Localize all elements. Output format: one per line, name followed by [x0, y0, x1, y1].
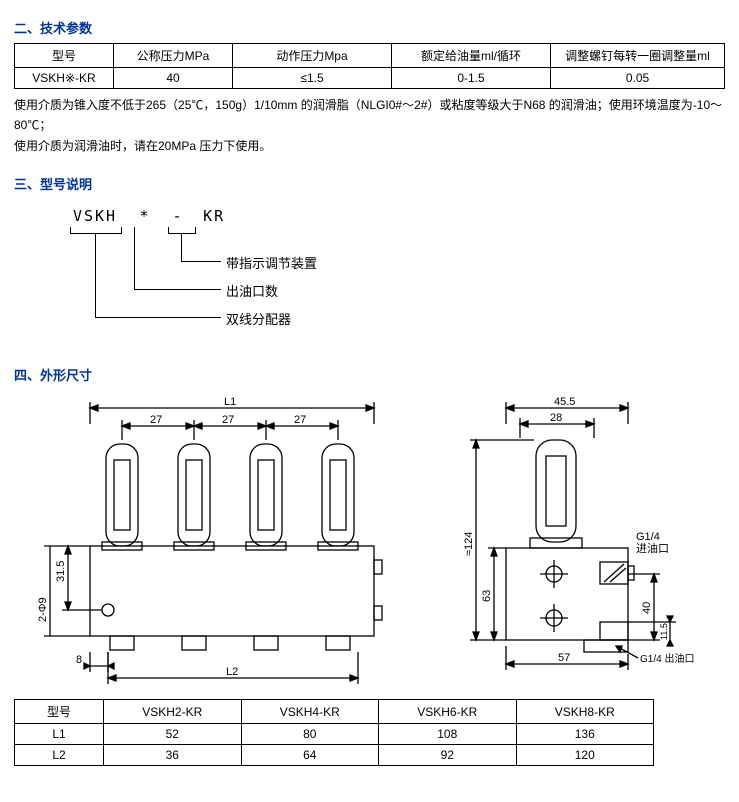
dim-label: 27	[222, 414, 234, 426]
cell: 108	[379, 724, 517, 745]
model-label-vskh: 双线分配器	[226, 309, 291, 328]
cell: VSKH※-KR	[15, 68, 114, 89]
dim-label: 11.5	[659, 623, 669, 640]
line-icon	[134, 227, 135, 289]
header-cell: 动作压力Mpa	[233, 44, 392, 68]
dim-label: ≈124	[463, 532, 475, 556]
dim-label: G1/4	[636, 531, 660, 543]
dimension-table: 型号 VSKH2-KR VSKH4-KR VSKH6-KR VSKH8-KR L…	[14, 699, 654, 766]
cell: L1	[15, 724, 104, 745]
header-cell: VSKH6-KR	[379, 700, 517, 724]
dim-label: 2-Φ9	[37, 597, 49, 622]
cell: L2	[15, 745, 104, 766]
line-icon	[95, 317, 221, 318]
table-row: L2 36 64 92 120	[15, 745, 654, 766]
model-label-star: 出油口数	[226, 281, 278, 300]
dim-label: 40	[641, 602, 653, 614]
note-text: 使用介质为润滑油时，请在20MPa 压力下使用。	[14, 139, 271, 153]
cell: 64	[241, 745, 379, 766]
section2-title: 二、技术参数	[14, 18, 725, 37]
line-icon	[134, 289, 221, 290]
header-cell: VSKH4-KR	[241, 700, 379, 724]
header-cell: 型号	[15, 44, 114, 68]
table-row: VSKH※-KR 40 ≤1.5 0-1.5 0.05	[15, 68, 725, 89]
line-icon	[181, 261, 221, 262]
cell: ≤1.5	[233, 68, 392, 89]
cell: 0-1.5	[392, 68, 551, 89]
cell: 92	[379, 745, 517, 766]
cell: 0.05	[551, 68, 725, 89]
bracket-icon	[168, 227, 196, 234]
dim-label: 8	[76, 654, 82, 666]
dim-label: 45.5	[554, 396, 575, 408]
section4-title: 四、外形尺寸	[14, 365, 725, 384]
model-seg-star: *	[133, 207, 157, 225]
cell: 36	[104, 745, 242, 766]
cell: 136	[516, 724, 654, 745]
line-icon	[181, 233, 182, 261]
header-cell: 额定给油量ml/循环	[392, 44, 551, 68]
header-cell: 调整螺钉每转一圈调整量ml	[551, 44, 725, 68]
header-cell: VSKH8-KR	[516, 700, 654, 724]
bracket-icon	[70, 227, 122, 234]
dim-label: 28	[550, 412, 562, 424]
header-cell: 公称压力MPa	[114, 44, 233, 68]
model-diagram: VSKH * - KR 带指示调节装置 出油口数 双线分配器	[68, 207, 725, 337]
dim-label: 进油口	[636, 541, 669, 555]
model-label-kr: 带指示调节装置	[226, 253, 317, 272]
dim-label: 31.5	[55, 561, 67, 582]
header-cell: 型号	[15, 700, 104, 724]
dim-label: L2	[226, 666, 238, 678]
model-seg-vskh: VSKH	[68, 207, 122, 225]
param-table: 型号 公称压力MPa 动作压力Mpa 额定给油量ml/循环 调整螺钉每转一圈调整…	[14, 43, 725, 89]
front-view-drawing: L1 27 27 27 31.5 2-Φ9 8 L2	[14, 396, 414, 689]
cell: 40	[114, 68, 233, 89]
usage-note: 使用介质为锥入度不低于265（25℃，150g）1/10mm 的润滑脂（NLGI…	[14, 95, 725, 156]
table-row: 型号 公称压力MPa 动作压力Mpa 额定给油量ml/循环 调整螺钉每转一圈调整…	[15, 44, 725, 68]
dim-label: 57	[558, 652, 570, 664]
line-icon	[95, 233, 96, 317]
dim-label: G1/4 出油口	[640, 652, 694, 665]
cell: 80	[241, 724, 379, 745]
dim-label: 63	[481, 590, 493, 602]
table-row: 型号 VSKH2-KR VSKH4-KR VSKH6-KR VSKH8-KR	[15, 700, 654, 724]
model-seg-dash: -	[168, 207, 188, 225]
drawing-svg-icon: L1 27 27 27 31.5 2-Φ9 8 L2	[14, 396, 414, 686]
model-seg-kr: KR	[199, 207, 229, 225]
drawings: L1 27 27 27 31.5 2-Φ9 8 L2	[14, 396, 725, 689]
cell: 120	[516, 745, 654, 766]
cell: 52	[104, 724, 242, 745]
dim-label: 27	[150, 414, 162, 426]
table-row: L1 52 80 108 136	[15, 724, 654, 745]
dim-label: 27	[294, 414, 306, 426]
dim-label: L1	[224, 396, 236, 408]
note-text: 使用介质为锥入度不低于265（25℃，150g）1/10mm 的润滑脂（NLGI…	[14, 98, 722, 132]
section3-title: 三、型号说明	[14, 174, 725, 193]
header-cell: VSKH2-KR	[104, 700, 242, 724]
drawing-svg-icon: 45.5 28 G1/4 进油口 ≈124 63 40 11.5 57 G1/4…	[454, 396, 714, 686]
side-view-drawing: 45.5 28 G1/4 进油口 ≈124 63 40 11.5 57 G1/4…	[454, 396, 714, 689]
